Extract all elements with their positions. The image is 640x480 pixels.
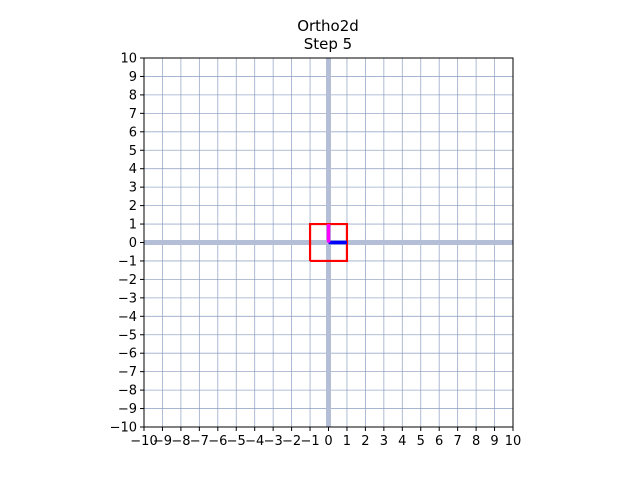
x-tick-label: 4 xyxy=(398,434,406,449)
y-tick-label: −5 xyxy=(118,328,137,343)
y-tick-label: 1 xyxy=(129,218,137,233)
y-tick-label: 2 xyxy=(129,199,137,214)
y-tick-label: 0 xyxy=(129,236,137,251)
y-tick-label: −8 xyxy=(118,384,137,399)
y-tick-label: 3 xyxy=(129,181,137,196)
y-tick-label: 9 xyxy=(129,70,137,85)
x-tick-label: −2 xyxy=(282,434,301,449)
y-tick-label: −1 xyxy=(118,254,137,269)
x-tick-label: −7 xyxy=(190,434,209,449)
y-tick-label: −4 xyxy=(118,310,137,325)
x-tick-label: −5 xyxy=(227,434,246,449)
x-tick-label: −9 xyxy=(153,434,172,449)
series-square xyxy=(308,222,349,263)
x-tick-label: −1 xyxy=(300,434,319,449)
x-tick-label: 5 xyxy=(417,434,425,449)
x-tick-label: 10 xyxy=(505,434,522,449)
y-tick-label: −10 xyxy=(110,421,137,436)
x-tick-label: 3 xyxy=(380,434,388,449)
chart-subtitle: Step 5 xyxy=(304,35,352,53)
series-lines xyxy=(308,222,349,263)
x-tick-label: −8 xyxy=(171,434,190,449)
y-tick-label: 6 xyxy=(129,125,137,140)
chart-title: Ortho2d xyxy=(297,17,359,35)
y-tick-label: 7 xyxy=(129,107,137,122)
x-tick-label: −6 xyxy=(208,434,227,449)
x-tick-label: 1 xyxy=(343,434,351,449)
x-tick-label: 7 xyxy=(454,434,462,449)
y-tick-label: −6 xyxy=(118,347,137,362)
x-tick-label: 0 xyxy=(324,434,332,449)
x-tick-label: 6 xyxy=(435,434,443,449)
y-tick-label: 5 xyxy=(129,144,137,159)
x-tick-label: −4 xyxy=(245,434,264,449)
y-tick-label: 8 xyxy=(129,88,137,103)
y-tick-label: −2 xyxy=(118,273,137,288)
x-ticks: −10−9 −8 −7 −6 −5 −4 −3 −2 −1 0 1 2 3 4 5 6 7 8 9 10 xyxy=(130,427,521,449)
x-tick-label: −10 xyxy=(130,434,157,449)
x-tick-label: −3 xyxy=(264,434,283,449)
x-tick-label: 2 xyxy=(361,434,369,449)
x-tick-label: 8 xyxy=(472,434,480,449)
y-tick-label: 4 xyxy=(129,162,137,177)
y-tick-label: −9 xyxy=(118,402,137,417)
y-tick-label: −3 xyxy=(118,291,137,306)
x-tick-label: 9 xyxy=(490,434,498,449)
y-tick-label: 10 xyxy=(120,52,137,67)
y-tick-label: −7 xyxy=(118,365,137,380)
